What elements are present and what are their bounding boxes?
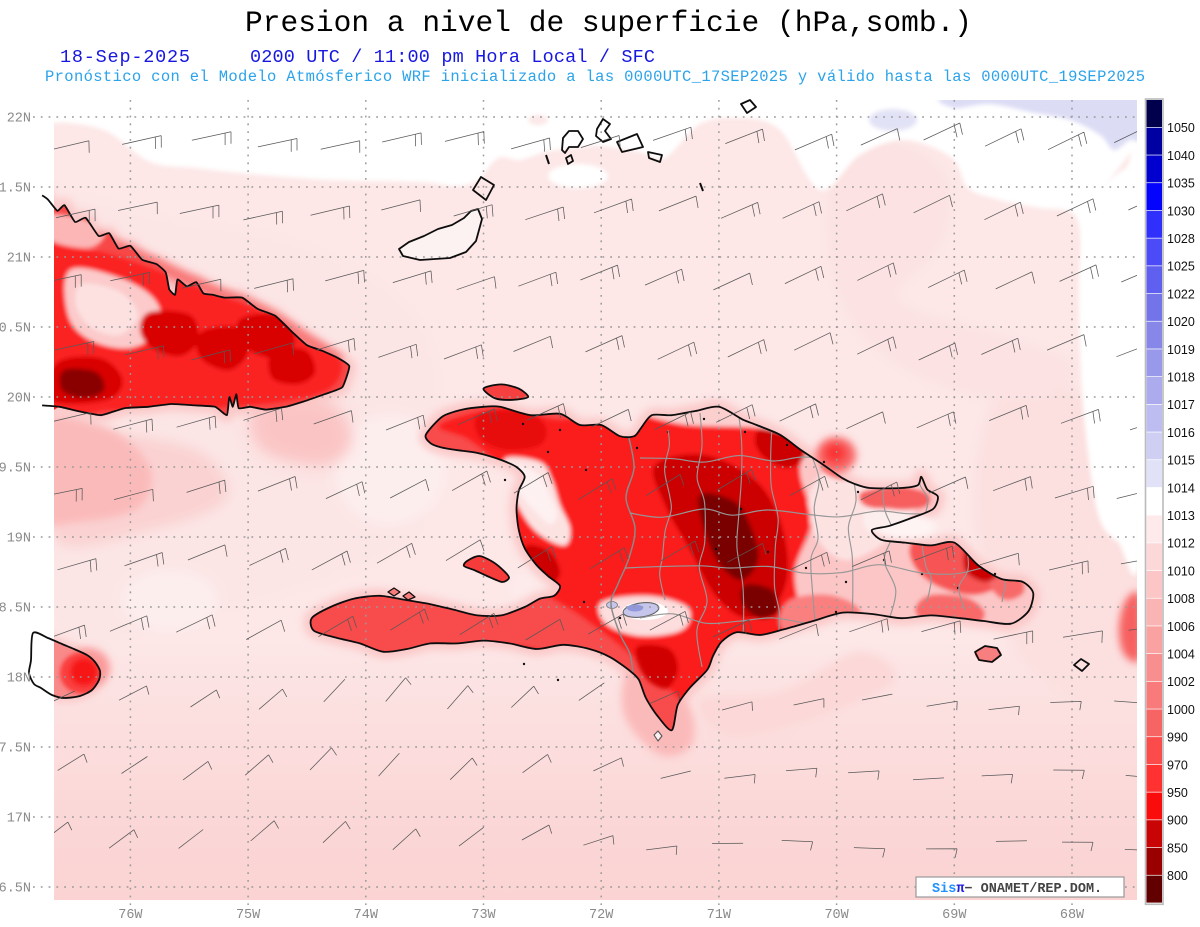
svg-text:1018: 1018 xyxy=(1167,371,1195,385)
svg-text:1050: 1050 xyxy=(1167,121,1195,135)
svg-text:71W: 71W xyxy=(707,908,732,923)
svg-text:1015: 1015 xyxy=(1167,454,1195,468)
svg-text:1010: 1010 xyxy=(1167,564,1195,578)
svg-text:0.5N: 0.5N xyxy=(0,322,31,337)
svg-text:21N: 21N xyxy=(7,252,31,267)
svg-text:6.5N: 6.5N xyxy=(0,882,31,897)
svg-text:18N: 18N xyxy=(7,672,31,687)
svg-text:68W: 68W xyxy=(1060,908,1085,923)
svg-text:1040: 1040 xyxy=(1167,149,1195,163)
svg-text:1020: 1020 xyxy=(1167,315,1195,329)
svg-text:70W: 70W xyxy=(824,908,849,923)
svg-text:9.5N: 9.5N xyxy=(0,462,31,477)
svg-text:0200 UTC / 11:00 pm Hora Local: 0200 UTC / 11:00 pm Hora Local / SFC xyxy=(250,47,655,68)
svg-text:1028: 1028 xyxy=(1167,232,1195,246)
svg-text:1.5N: 1.5N xyxy=(0,182,31,197)
svg-text:75W: 75W xyxy=(236,908,261,923)
svg-text:Pronóstico con el Modelo Atmós: Pronóstico con el Modelo Atmósferico WRF… xyxy=(45,68,1145,86)
svg-text:18-Sep-2025: 18-Sep-2025 xyxy=(60,47,190,68)
svg-text:69W: 69W xyxy=(942,908,967,923)
svg-text:17N: 17N xyxy=(7,812,31,827)
svg-text:1035: 1035 xyxy=(1167,177,1195,191)
svg-text:22N: 22N xyxy=(7,112,31,127)
svg-text:1006: 1006 xyxy=(1167,620,1195,634)
svg-text:Sisπ− ONAMET/REP.DOM.: Sisπ− ONAMET/REP.DOM. xyxy=(932,882,1102,897)
svg-text:19N: 19N xyxy=(7,532,31,547)
svg-text:950: 950 xyxy=(1167,786,1188,800)
svg-text:1000: 1000 xyxy=(1167,703,1195,717)
svg-text:1013: 1013 xyxy=(1167,509,1195,523)
svg-text:990: 990 xyxy=(1167,731,1188,745)
svg-text:20N: 20N xyxy=(7,392,31,407)
svg-text:73W: 73W xyxy=(471,908,496,923)
svg-text:1004: 1004 xyxy=(1167,648,1195,662)
svg-text:800: 800 xyxy=(1167,869,1188,883)
svg-text:1017: 1017 xyxy=(1167,398,1195,412)
svg-text:76W: 76W xyxy=(118,908,143,923)
svg-text:970: 970 xyxy=(1167,758,1188,772)
svg-text:1014: 1014 xyxy=(1167,481,1195,495)
svg-text:1012: 1012 xyxy=(1167,537,1195,551)
svg-text:850: 850 xyxy=(1167,841,1188,855)
svg-text:1022: 1022 xyxy=(1167,287,1195,301)
svg-text:1002: 1002 xyxy=(1167,675,1195,689)
svg-text:Presion a nivel de superficie: Presion a nivel de superficie (hPa,somb.… xyxy=(245,6,972,40)
svg-text:1025: 1025 xyxy=(1167,260,1195,274)
svg-text:1008: 1008 xyxy=(1167,592,1195,606)
svg-text:74W: 74W xyxy=(354,908,379,923)
svg-text:1016: 1016 xyxy=(1167,426,1195,440)
svg-text:7.5N: 7.5N xyxy=(0,742,31,757)
svg-text:1019: 1019 xyxy=(1167,343,1195,357)
svg-text:900: 900 xyxy=(1167,814,1188,828)
svg-text:8.5N: 8.5N xyxy=(0,602,31,617)
svg-text:72W: 72W xyxy=(589,908,614,923)
svg-text:1030: 1030 xyxy=(1167,204,1195,218)
